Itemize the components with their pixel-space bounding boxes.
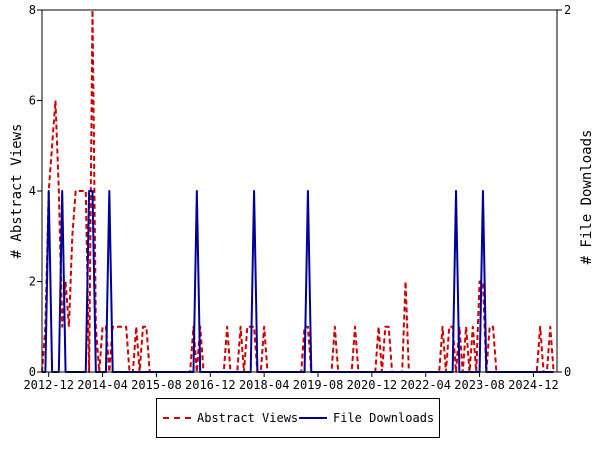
legend-swatch-file-downloads — [299, 417, 327, 419]
x-tick-label: 2023-08 — [454, 378, 505, 392]
y-left-tick-label: 2 — [29, 275, 36, 289]
y-left-tick-label: 8 — [29, 3, 36, 17]
x-tick-label: 2016-12 — [185, 378, 236, 392]
y-axis-right: 02 — [557, 3, 571, 379]
x-tick-label: 2012-12 — [23, 378, 74, 392]
x-axis: 2012-12 2014-04 2015-08 2016-12 2018-04 2019-… — [23, 372, 559, 392]
y-axis-right-title: # File Downloads — [579, 130, 595, 265]
x-tick-label: 2014-04 — [77, 378, 128, 392]
legend-item-abstract-views: Abstract Views — [163, 410, 298, 426]
y-right-tick-label: 2 — [564, 3, 571, 17]
y-right-tick-label: 0 — [564, 365, 571, 379]
y-left-tick-label: 0 — [29, 365, 36, 379]
legend-label-abstract-views: Abstract Views — [197, 411, 299, 425]
y-axis-left: 0 2 4 6 8 — [29, 3, 42, 379]
legend-label-file-downloads: File Downloads — [333, 411, 435, 425]
x-tick-label: 2020-12 — [347, 378, 398, 392]
y-left-tick-label: 4 — [29, 184, 36, 198]
x-tick-label: 2024-12 — [508, 378, 559, 392]
legend-item-file-downloads: File Downloads — [299, 410, 434, 426]
x-tick-label: 2015-08 — [131, 378, 182, 392]
x-tick-label: 2019-08 — [293, 378, 344, 392]
y-axis-left-title: # Abstract Views — [9, 124, 25, 259]
legend: Abstract Views File Downloads — [156, 398, 440, 438]
plot-marks — [41, 9, 555, 373]
x-tick-label: 2018-04 — [239, 378, 290, 392]
y-left-tick-label: 6 — [29, 94, 36, 108]
series-line-abstract-views — [41, 9, 555, 373]
legend-swatch-abstract-views — [163, 417, 191, 419]
x-tick-label: 2022-04 — [400, 378, 451, 392]
